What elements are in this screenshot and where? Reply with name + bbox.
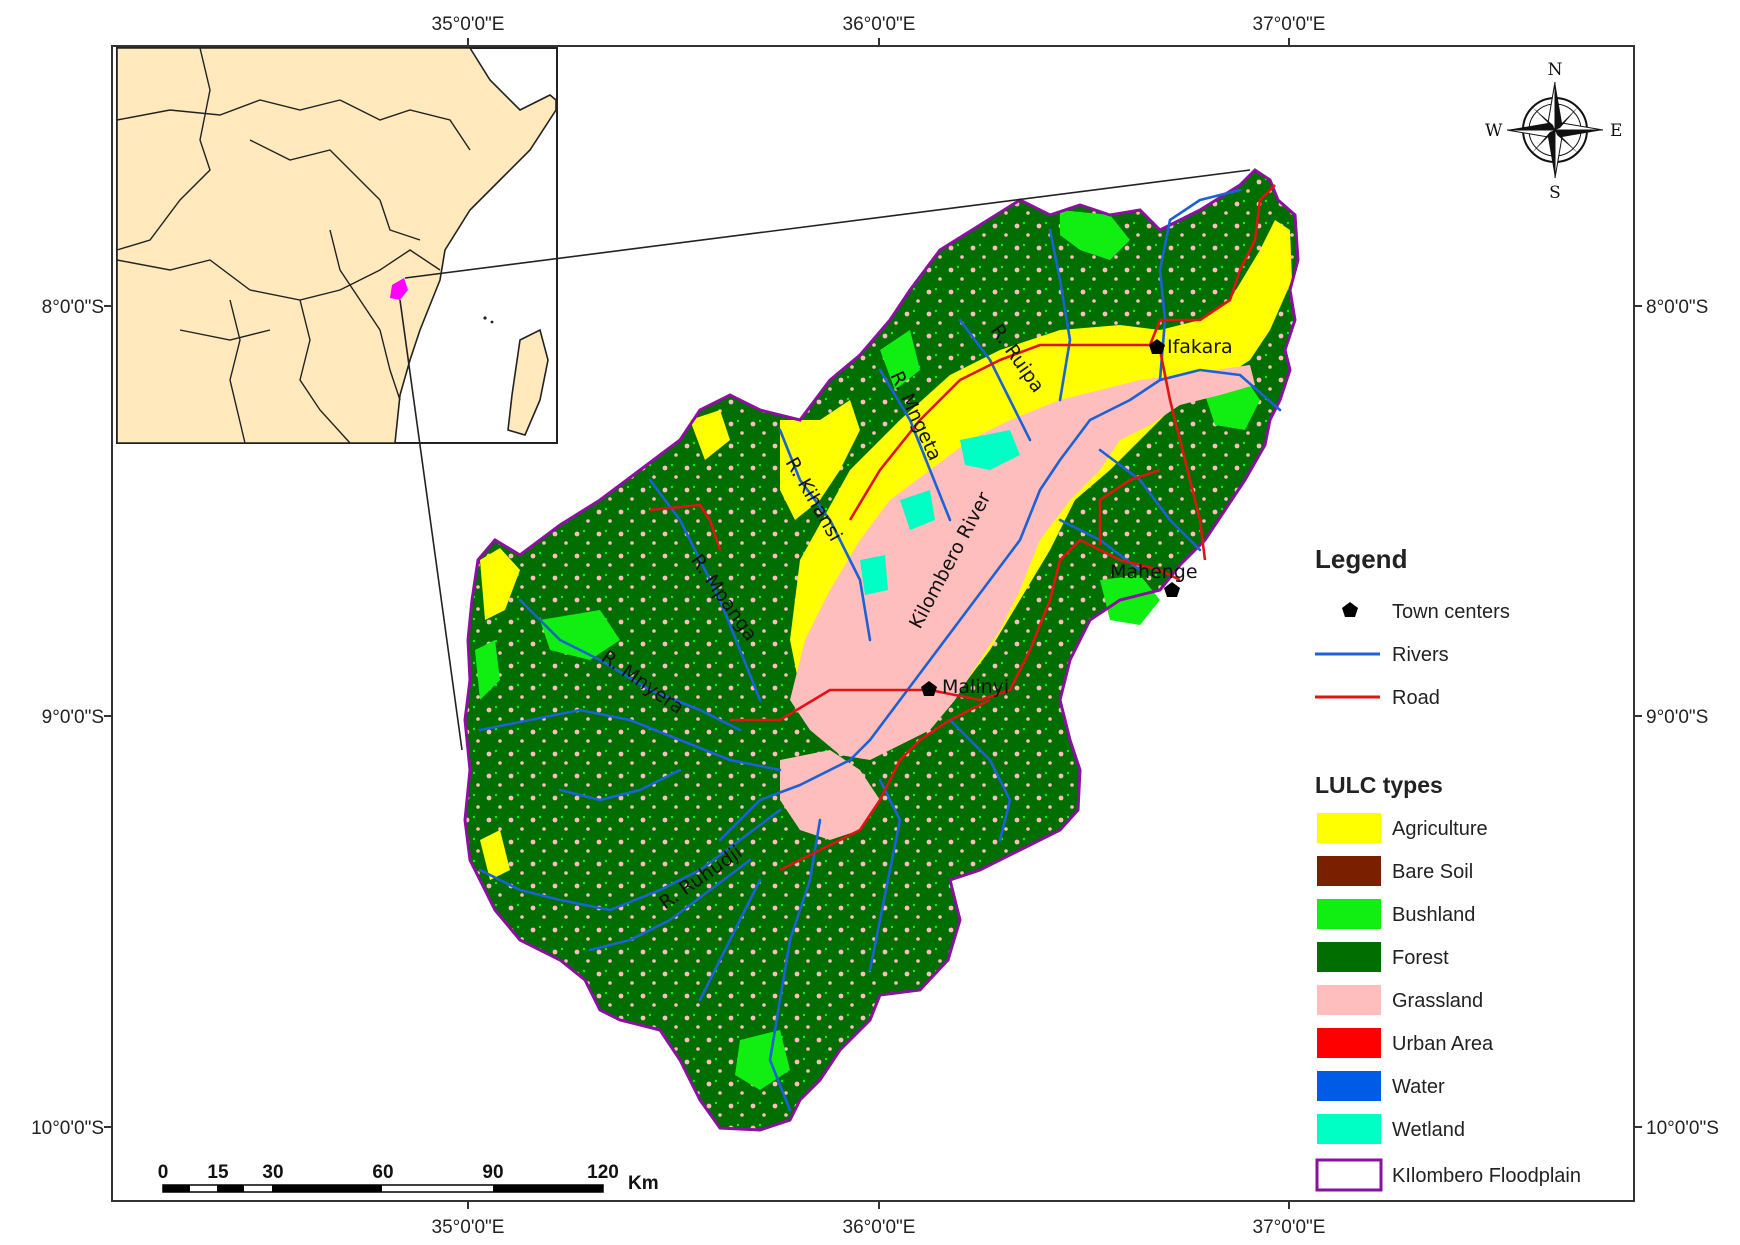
- legend-lulc-classes: Agriculture Bare Soil Bushland Forest Grassl…: [1317, 813, 1494, 1144]
- right-lat-label: 9°0'0"S: [1646, 707, 1708, 728]
- town-markers: [921, 339, 1180, 696]
- scale-tick-label: 60: [372, 1162, 393, 1183]
- legend-class-label: Agriculture: [1392, 818, 1488, 840]
- inset-connectors: [399, 169, 1251, 751]
- north-arrow: N S E W: [1485, 60, 1622, 203]
- right-lat-label: 8°0'0"S: [1646, 297, 1708, 318]
- legend-swatch-forest: [1317, 942, 1381, 972]
- legend-title: Legend: [1315, 544, 1407, 574]
- legend-floodplain-label: KIlombero Floodplain: [1392, 1165, 1581, 1187]
- graticule-labels: 35°0'0"E 36°0'0"E 37°0'0"E 35°0'0"E 36°0…: [31, 14, 1719, 1238]
- top-lon-label: 36°0'0"E: [843, 14, 916, 35]
- town-marker-ifakara: [1149, 339, 1165, 354]
- legend-swatch-agriculture: [1317, 813, 1381, 843]
- legend: Legend Town centers Rivers Road LULC typ…: [1315, 544, 1581, 1192]
- legend-class-label: Grassland: [1392, 990, 1483, 1012]
- left-lat-label: 8°0'0"S: [42, 297, 104, 318]
- inset-africa-land: [116, 47, 557, 444]
- legend-swatch-wetland: [1317, 1114, 1381, 1144]
- legend-road-label: Road: [1392, 687, 1440, 709]
- scale-tick-label: 0: [158, 1162, 169, 1183]
- legend-river-label: Rivers: [1392, 644, 1449, 666]
- legend-floodplain-symbol: [1315, 1158, 1383, 1192]
- scale-bar: 0 15 30 60 90 120 Km: [158, 1162, 659, 1194]
- graticule-ticks: [104, 38, 1642, 1209]
- legend-swatch-water: [1317, 1071, 1381, 1101]
- legend-swatch-bare-soil: [1317, 856, 1381, 886]
- legend-class-label: Water: [1392, 1076, 1445, 1098]
- legend-class-label: Bushland: [1392, 904, 1475, 926]
- top-lon-label: 35°0'0"E: [432, 14, 505, 35]
- town-label-malinyi: Malinyi: [942, 676, 1009, 698]
- scale-tick-label: 90: [482, 1162, 503, 1183]
- bottom-lon-label: 37°0'0"E: [1253, 1217, 1326, 1238]
- bottom-lon-label: 36°0'0"E: [843, 1217, 916, 1238]
- scale-tick-label: 30: [262, 1162, 283, 1183]
- bottom-lon-label: 35°0'0"E: [432, 1217, 505, 1238]
- inset-borders: [116, 47, 471, 444]
- town-marker-mahenge: [1164, 582, 1180, 597]
- compass-w-label: W: [1485, 121, 1503, 141]
- inset-madagascar: [507, 328, 549, 436]
- legend-town-symbol: [1342, 602, 1358, 617]
- inset-kilombero-highlight: [390, 278, 408, 300]
- legend-class-label: Urban Area: [1392, 1033, 1494, 1055]
- right-lat-label: 10°0'0"S: [1646, 1118, 1719, 1139]
- left-lat-label: 10°0'0"S: [31, 1118, 104, 1139]
- legend-swatch-grassland: [1317, 985, 1381, 1015]
- basin-lulc: [463, 168, 1300, 1132]
- legend-class-label: Forest: [1392, 947, 1449, 969]
- floodplain-outline: [463, 168, 1300, 1132]
- legend-lulc-title: LULC types: [1315, 772, 1443, 798]
- scale-tick-label: 120: [587, 1162, 619, 1183]
- compass-n-label: N: [1548, 60, 1563, 80]
- town-label-ifakara: Ifakara: [1167, 336, 1233, 358]
- legend-swatch-urban-area: [1317, 1028, 1381, 1058]
- legend-class-label: Bare Soil: [1392, 861, 1473, 883]
- scale-tick-label: 15: [207, 1162, 229, 1183]
- scale-unit: Km: [628, 1173, 659, 1194]
- legend-swatch-bushland: [1317, 899, 1381, 929]
- legend-class-label: Wetland: [1392, 1119, 1465, 1141]
- inset-map: [116, 47, 558, 444]
- compass-e-label: E: [1610, 121, 1622, 141]
- legend-town-label: Town centers: [1392, 601, 1510, 623]
- town-label-mahenge: Mahenge: [1110, 561, 1198, 583]
- compass-s-label: S: [1549, 183, 1561, 203]
- town-marker-malinyi: [921, 681, 937, 696]
- left-lat-label: 9°0'0"S: [42, 707, 104, 728]
- top-lon-label: 37°0'0"E: [1253, 14, 1326, 35]
